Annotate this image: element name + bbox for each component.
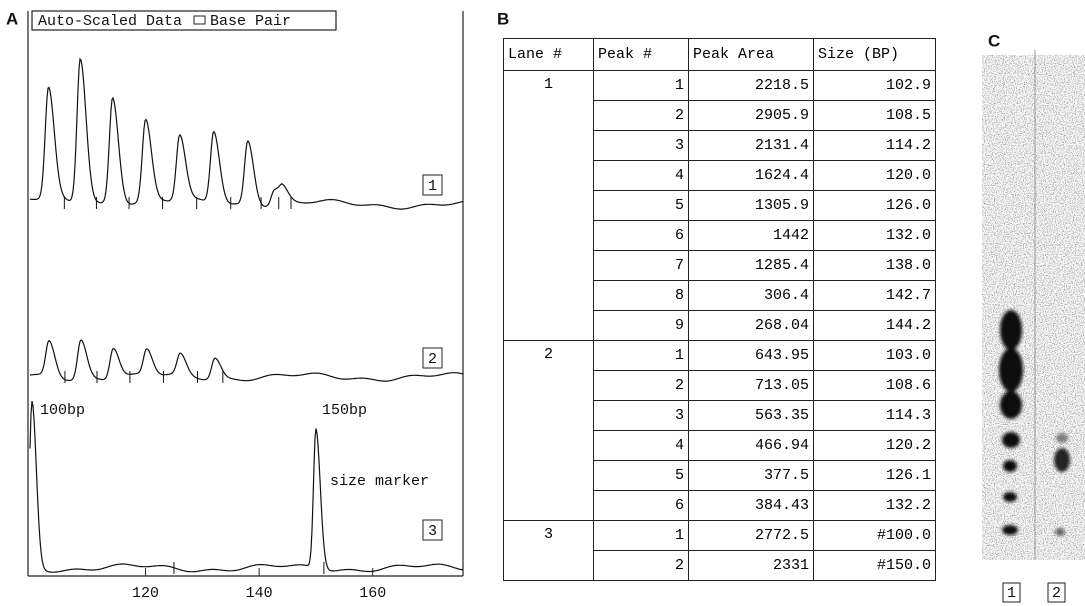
table-cell: 1 — [594, 521, 689, 551]
table-cell: 132.2 — [814, 491, 936, 521]
table-cell: 713.05 — [689, 371, 814, 401]
table-cell: 132.0 — [814, 221, 936, 251]
table-cell: 2 — [594, 551, 689, 581]
x-tick-label: 160 — [359, 585, 386, 602]
table-cell: #150.0 — [814, 551, 936, 581]
lane-cell: 3 — [504, 521, 594, 581]
table-cell: 114.2 — [814, 131, 936, 161]
table-cell: 7 — [594, 251, 689, 281]
table-cell: 2905.9 — [689, 101, 814, 131]
panel-label: C — [988, 31, 1000, 50]
annotation: 100bp — [40, 402, 85, 419]
trace — [30, 59, 463, 209]
lane-label: 1 — [1007, 585, 1016, 602]
panel-label: A — [6, 9, 18, 28]
table-cell: 144.2 — [814, 311, 936, 341]
table-cell: 643.95 — [689, 341, 814, 371]
table-cell: 120.2 — [814, 431, 936, 461]
lane-cell: 1 — [504, 71, 594, 341]
trace — [30, 340, 463, 381]
legend-text: Auto-Scaled Data — [38, 13, 182, 30]
table-cell: 3 — [594, 401, 689, 431]
annotation: 150bp — [322, 402, 367, 419]
table-cell: 1442 — [689, 221, 814, 251]
table-cell: 1285.4 — [689, 251, 814, 281]
x-tick-label: 120 — [132, 585, 159, 602]
legend-symbol — [194, 16, 205, 24]
header-cell: Lane # — [504, 39, 594, 71]
table-cell: 306.4 — [689, 281, 814, 311]
table-cell: 2131.4 — [689, 131, 814, 161]
table-cell: 126.0 — [814, 191, 936, 221]
table-cell: 1 — [594, 341, 689, 371]
table-cell: 3 — [594, 131, 689, 161]
trace-label: 2 — [428, 351, 437, 368]
table-cell: 1 — [594, 71, 689, 101]
table-cell: 2331 — [689, 551, 814, 581]
header-cell: Peak # — [594, 39, 689, 71]
table-cell: 5 — [594, 191, 689, 221]
table-cell: 4 — [594, 161, 689, 191]
table-cell: 2 — [594, 101, 689, 131]
table-cell: 1305.9 — [689, 191, 814, 221]
table-cell: 138.0 — [814, 251, 936, 281]
table-cell: 384.43 — [689, 491, 814, 521]
table-cell: 268.04 — [689, 311, 814, 341]
x-tick-label: 140 — [246, 585, 273, 602]
table-cell: 114.3 — [814, 401, 936, 431]
table-cell: 103.0 — [814, 341, 936, 371]
table-cell: 2218.5 — [689, 71, 814, 101]
annotation: size marker — [330, 473, 429, 490]
table-cell: 9 — [594, 311, 689, 341]
table-cell: 4 — [594, 431, 689, 461]
table-cell: 6 — [594, 491, 689, 521]
table-cell: #100.0 — [814, 521, 936, 551]
lane-label: 2 — [1052, 585, 1061, 602]
table-cell: 2772.5 — [689, 521, 814, 551]
table-cell: 1624.4 — [689, 161, 814, 191]
table-cell: 108.5 — [814, 101, 936, 131]
table-cell: 2 — [594, 371, 689, 401]
gel-image — [982, 50, 1085, 560]
gel-background — [982, 55, 1085, 560]
trace-label: 1 — [428, 178, 437, 195]
table-cell: 126.1 — [814, 461, 936, 491]
table-cell: 142.7 — [814, 281, 936, 311]
table-cell: 108.6 — [814, 371, 936, 401]
lane-cell: 2 — [504, 341, 594, 521]
table-cell: 5 — [594, 461, 689, 491]
table-cell: 466.94 — [689, 431, 814, 461]
table-cell: 102.9 — [814, 71, 936, 101]
table-cell: 120.0 — [814, 161, 936, 191]
legend-unit: Base Pair — [210, 13, 291, 30]
table-cell: 563.35 — [689, 401, 814, 431]
panel-label: B — [497, 9, 509, 28]
figure: A Auto-Scaled Data Base Pair 123 100bp 1… — [0, 0, 1085, 606]
table-cell: 377.5 — [689, 461, 814, 491]
header-cell: Size (BP) — [814, 39, 936, 71]
trace-label: 3 — [428, 523, 437, 540]
table-cell: 6 — [594, 221, 689, 251]
header-cell: Peak Area — [689, 39, 814, 71]
table-cell: 8 — [594, 281, 689, 311]
